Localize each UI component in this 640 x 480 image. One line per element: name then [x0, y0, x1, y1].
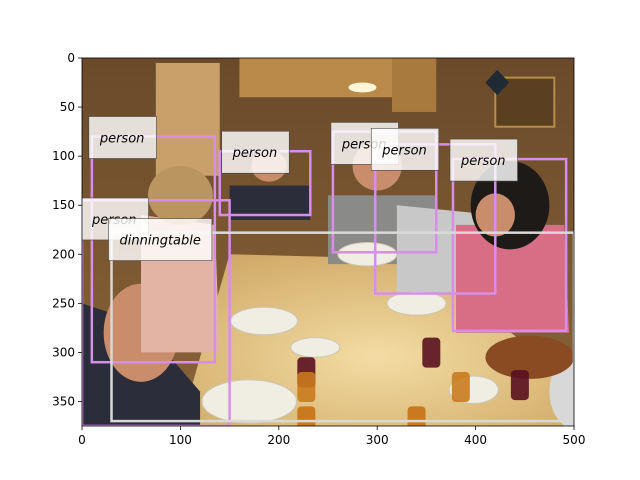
cabinet-door: [391, 58, 437, 112]
y-tick-label: 150: [52, 198, 75, 212]
glass-5: [510, 370, 529, 401]
label-background: [449, 138, 518, 182]
x-tick-label: 200: [267, 433, 290, 447]
ceiling-light: [348, 82, 377, 93]
box-person-6: [82, 199, 231, 426]
label-background: [221, 130, 290, 174]
box-diningtable-7: [110, 231, 574, 423]
y-tick-label: 200: [52, 247, 75, 261]
label-5: person: [449, 138, 518, 182]
glass-3: [422, 337, 441, 368]
y-tick-label: 300: [52, 345, 75, 359]
x-tick-label: 400: [464, 433, 487, 447]
y-axis: 0 50 100 150 200 250 300 350: [52, 51, 82, 408]
label-text: person: [381, 143, 427, 158]
y-tick-label: 250: [52, 296, 75, 310]
y-tick-label: 350: [52, 394, 75, 408]
label-2: person: [221, 130, 290, 174]
cake: [485, 335, 574, 379]
plate-2: [230, 306, 298, 336]
label-background: [108, 218, 213, 261]
label-background: [370, 127, 440, 171]
y-tick-label: 50: [60, 100, 75, 114]
doorway: [155, 62, 220, 176]
person-pink-shirt: [455, 224, 570, 333]
plate-4: [290, 337, 341, 358]
x-tick-label: 500: [563, 433, 586, 447]
label-7: dinningtable: [108, 218, 213, 261]
x-tick-label: 0: [78, 433, 86, 447]
label-background: [88, 116, 157, 159]
label-1: person: [88, 116, 157, 159]
x-tick-label: 100: [169, 433, 192, 447]
label-text: person: [99, 132, 145, 147]
label-text: dinningtable: [120, 234, 201, 249]
plate-6: [386, 291, 447, 316]
detection-boxes: personpersonpersonpersonpersonpersondinn…: [82, 116, 574, 426]
label-text: person: [460, 154, 506, 169]
y-tick-label: 0: [67, 51, 75, 65]
label-text: person: [232, 146, 278, 161]
y-tick-label: 100: [52, 149, 75, 163]
axes-frame: [81, 57, 575, 427]
dinner-photo: [82, 58, 574, 426]
person-blonde-hair: [147, 165, 213, 225]
plate-1: [201, 379, 298, 424]
wall-ornament: [485, 69, 510, 96]
x-axis: 0 100 200 300 400 500: [78, 426, 585, 447]
glass-2: [297, 372, 316, 403]
x-tick-label: 300: [366, 433, 389, 447]
plate-3: [337, 241, 398, 267]
person-back-center: [229, 185, 311, 220]
glass-4: [451, 372, 470, 403]
label-4: person: [370, 127, 440, 171]
upper-cabinets: [239, 58, 407, 98]
